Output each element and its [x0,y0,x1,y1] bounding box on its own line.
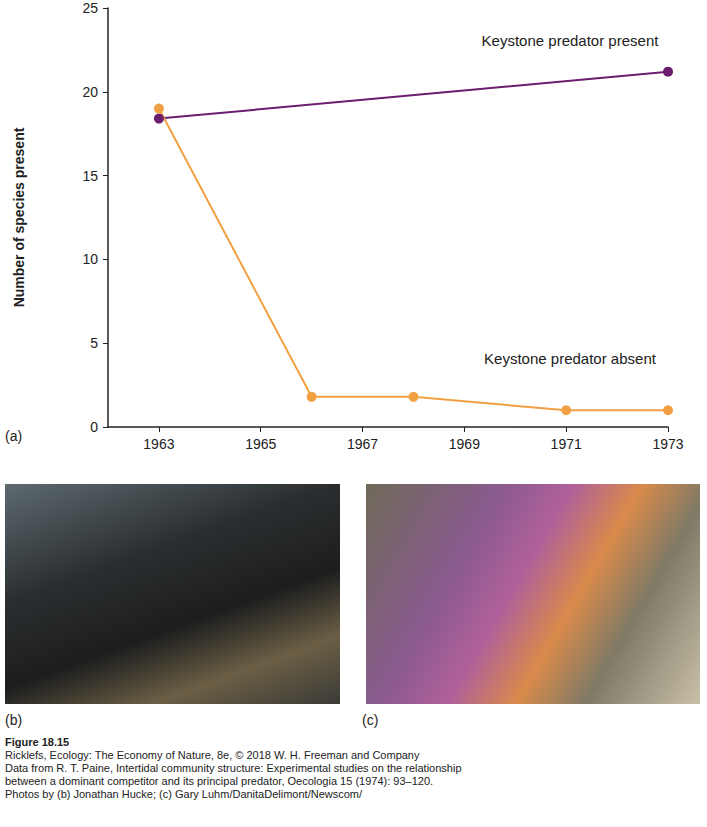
svg-text:5: 5 [90,335,98,351]
html-text:Figure 18.15: Figure 18.15 [5,736,70,748]
svg-text:0: 0 [90,419,98,435]
html-text:(a): (a) [5,428,23,444]
svg-text:1971: 1971 [551,436,582,452]
html-text:(c): (c) [362,712,379,728]
html-text:Data from R. T. Paine, Interti: Data from R. T. Paine, Intertidal commun… [5,762,462,774]
svg-text:1967: 1967 [347,436,378,452]
svg-text:Keystone predator absent: Keystone predator absent [484,350,657,367]
svg-text:15: 15 [82,168,98,184]
html-text:(b): (b) [5,712,23,728]
html-text:Ricklefs, Ecology: The Economy: Ricklefs, Ecology: The Economy of Nature… [5,749,420,761]
svg-text:25: 25 [82,0,98,16]
svg-text:1973: 1973 [652,436,683,452]
svg-text:1969: 1969 [449,436,480,452]
html-text:between a dominant competitor: between a dominant competitor and its pr… [5,775,434,787]
svg-text:1965: 1965 [245,436,276,452]
svg-text:Keystone predator present: Keystone predator present [482,32,660,49]
svg-text:20: 20 [82,84,98,100]
html-text:Photos by (b) Jonathan Hucke;: Photos by (b) Jonathan Hucke; (c) Gary L… [5,788,362,800]
svg-text:1963: 1963 [143,436,174,452]
svg-text:Number of species present: Number of species present [11,127,27,307]
svg-text:10: 10 [82,251,98,267]
